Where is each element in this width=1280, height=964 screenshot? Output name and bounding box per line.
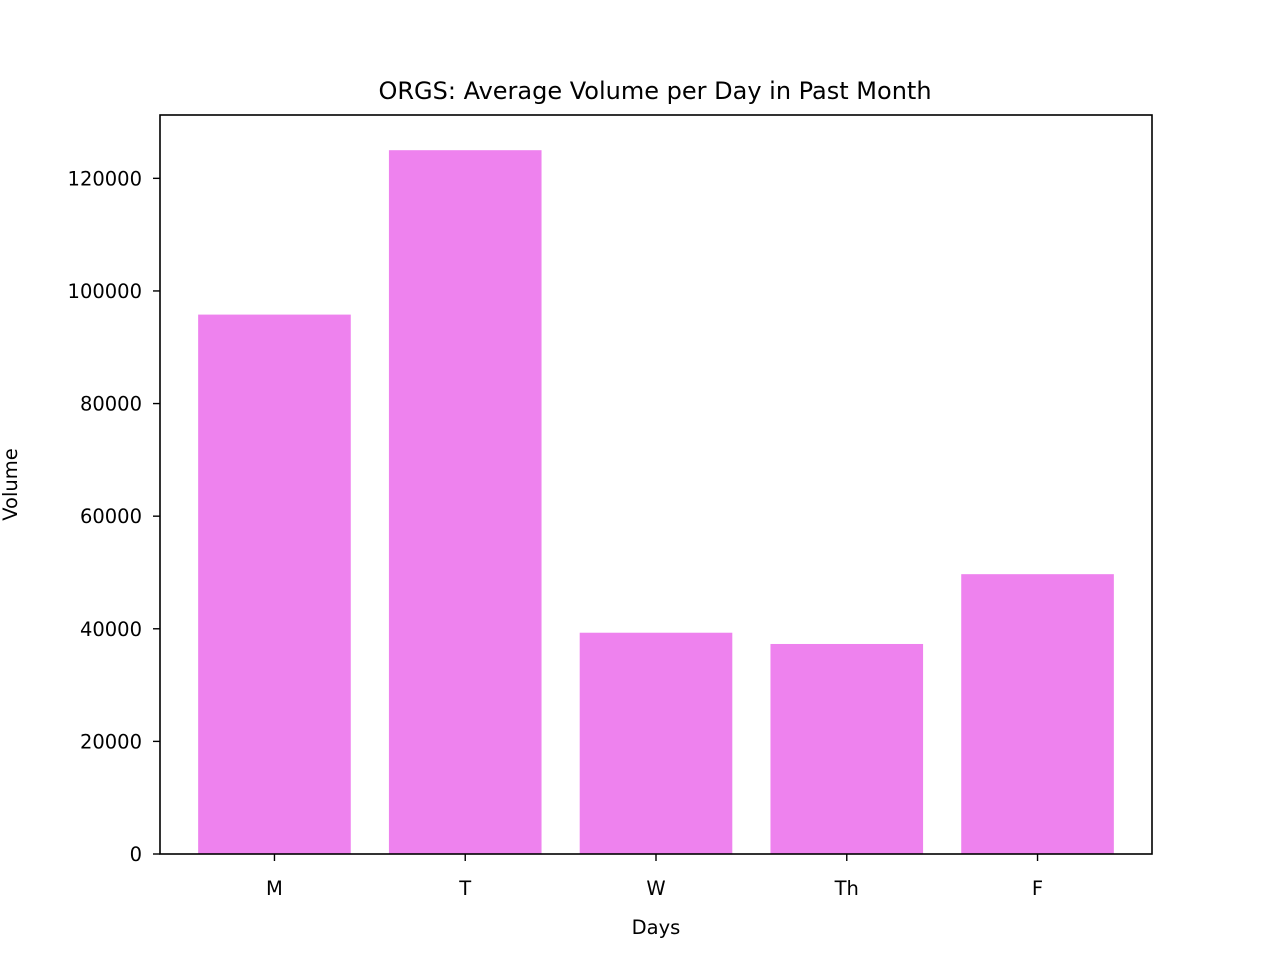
x-tick-label: Th: [834, 877, 859, 900]
y-tick-label: 60000: [80, 505, 142, 528]
x-axis-ticks: M T W Th F: [266, 854, 1043, 900]
bar-th: [770, 643, 924, 854]
y-tick-label: 100000: [68, 280, 142, 303]
x-tick-label: T: [458, 877, 471, 900]
bars-group: [198, 150, 1114, 855]
y-tick-label: 0: [130, 843, 142, 866]
y-tick-label: 120000: [68, 167, 142, 190]
y-tick-label: 20000: [80, 730, 142, 753]
chart-title: ORGS: Average Volume per Day in Past Mon…: [378, 77, 931, 105]
bar-f: [961, 574, 1114, 854]
y-tick-label: 40000: [80, 618, 142, 641]
y-tick-label: 80000: [80, 393, 142, 416]
x-tick-label: M: [266, 877, 283, 900]
x-axis-label: Days: [632, 916, 681, 939]
x-tick-label: F: [1032, 877, 1043, 900]
bar-m: [198, 314, 351, 855]
bar-w: [579, 632, 733, 854]
x-tick-label: W: [646, 877, 665, 900]
y-axis-ticks: 0 20000 40000 60000 80000 100000 120000: [68, 167, 160, 866]
bar-t: [388, 150, 542, 854]
y-axis-label: Volume: [0, 448, 22, 521]
